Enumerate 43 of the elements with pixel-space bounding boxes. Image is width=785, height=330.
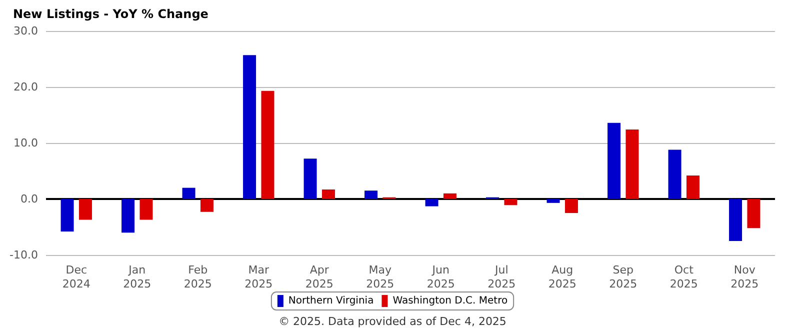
x-tick-label: Jun 2025 bbox=[426, 264, 455, 290]
x-tick-label: Aug 2025 bbox=[548, 264, 576, 290]
bar bbox=[686, 175, 700, 199]
bar bbox=[747, 199, 760, 228]
bar bbox=[564, 199, 578, 213]
y-tick-label: 0.0 bbox=[20, 192, 38, 206]
x-tick-label: Feb 2025 bbox=[184, 264, 212, 290]
bar bbox=[364, 190, 378, 199]
chart-title: New Listings - YoY % Change bbox=[13, 7, 208, 21]
legend-label: Northern Virginia bbox=[288, 296, 374, 306]
bar bbox=[304, 158, 317, 199]
y-tick-label: 30.0 bbox=[14, 24, 38, 38]
bar bbox=[140, 199, 153, 220]
y-tick-label: 10.0 bbox=[14, 136, 38, 150]
bar bbox=[122, 199, 135, 233]
x-tick-label: Mar 2025 bbox=[244, 264, 273, 290]
bar bbox=[504, 199, 518, 206]
bar bbox=[243, 55, 256, 199]
bar bbox=[78, 199, 92, 220]
y-tick-label: -10.0 bbox=[10, 248, 38, 262]
x-tick-label: Oct 2025 bbox=[670, 264, 698, 290]
x-tick-label: Jul 2025 bbox=[488, 264, 516, 290]
text: © 2025. Data provided as of Dec 4, 2025 bbox=[278, 315, 506, 328]
x-tick-label: Jan 2025 bbox=[123, 264, 152, 290]
legend-label: Washington D.C. Metro bbox=[392, 296, 508, 306]
x-tick-label: Nov 2025 bbox=[730, 264, 759, 290]
bar bbox=[608, 122, 621, 199]
bar bbox=[182, 188, 196, 199]
bar bbox=[200, 199, 214, 212]
bar bbox=[425, 199, 438, 206]
bar bbox=[546, 199, 560, 203]
x-tick-label: Dec 2024 bbox=[62, 264, 90, 290]
bar bbox=[60, 199, 74, 232]
bar bbox=[261, 90, 274, 199]
bar bbox=[322, 189, 335, 199]
x-tick-label: Apr 2025 bbox=[305, 264, 334, 290]
x-tick-label: Sep 2025 bbox=[609, 264, 638, 290]
bar bbox=[729, 199, 742, 241]
bar bbox=[443, 193, 456, 199]
bar bbox=[668, 150, 682, 199]
x-tick-label: May 2025 bbox=[366, 264, 394, 290]
bar bbox=[626, 130, 639, 199]
y-tick-label: 20.0 bbox=[14, 80, 38, 94]
